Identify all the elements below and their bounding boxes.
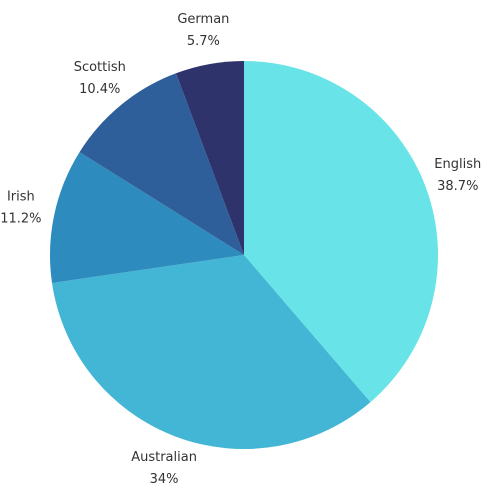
pie-slice	[79, 73, 245, 255]
slice-label: Scottish	[74, 60, 126, 75]
slice-label: English	[434, 157, 481, 172]
pie-slice	[244, 61, 438, 403]
slice-label: German	[177, 12, 229, 27]
pie-slice	[50, 152, 245, 283]
slice-value-label: 10.4%	[79, 82, 120, 97]
slice-label: Australian	[131, 450, 197, 465]
pie-slice	[52, 255, 371, 449]
slice-label: Irish	[7, 190, 35, 205]
slice-value-label: 34%	[150, 472, 179, 487]
pie-slice	[175, 61, 244, 255]
slice-value-label: 11.2%	[0, 212, 41, 227]
slice-value-label: 38.7%	[437, 179, 478, 194]
slice-value-label: 5.7%	[187, 34, 220, 49]
